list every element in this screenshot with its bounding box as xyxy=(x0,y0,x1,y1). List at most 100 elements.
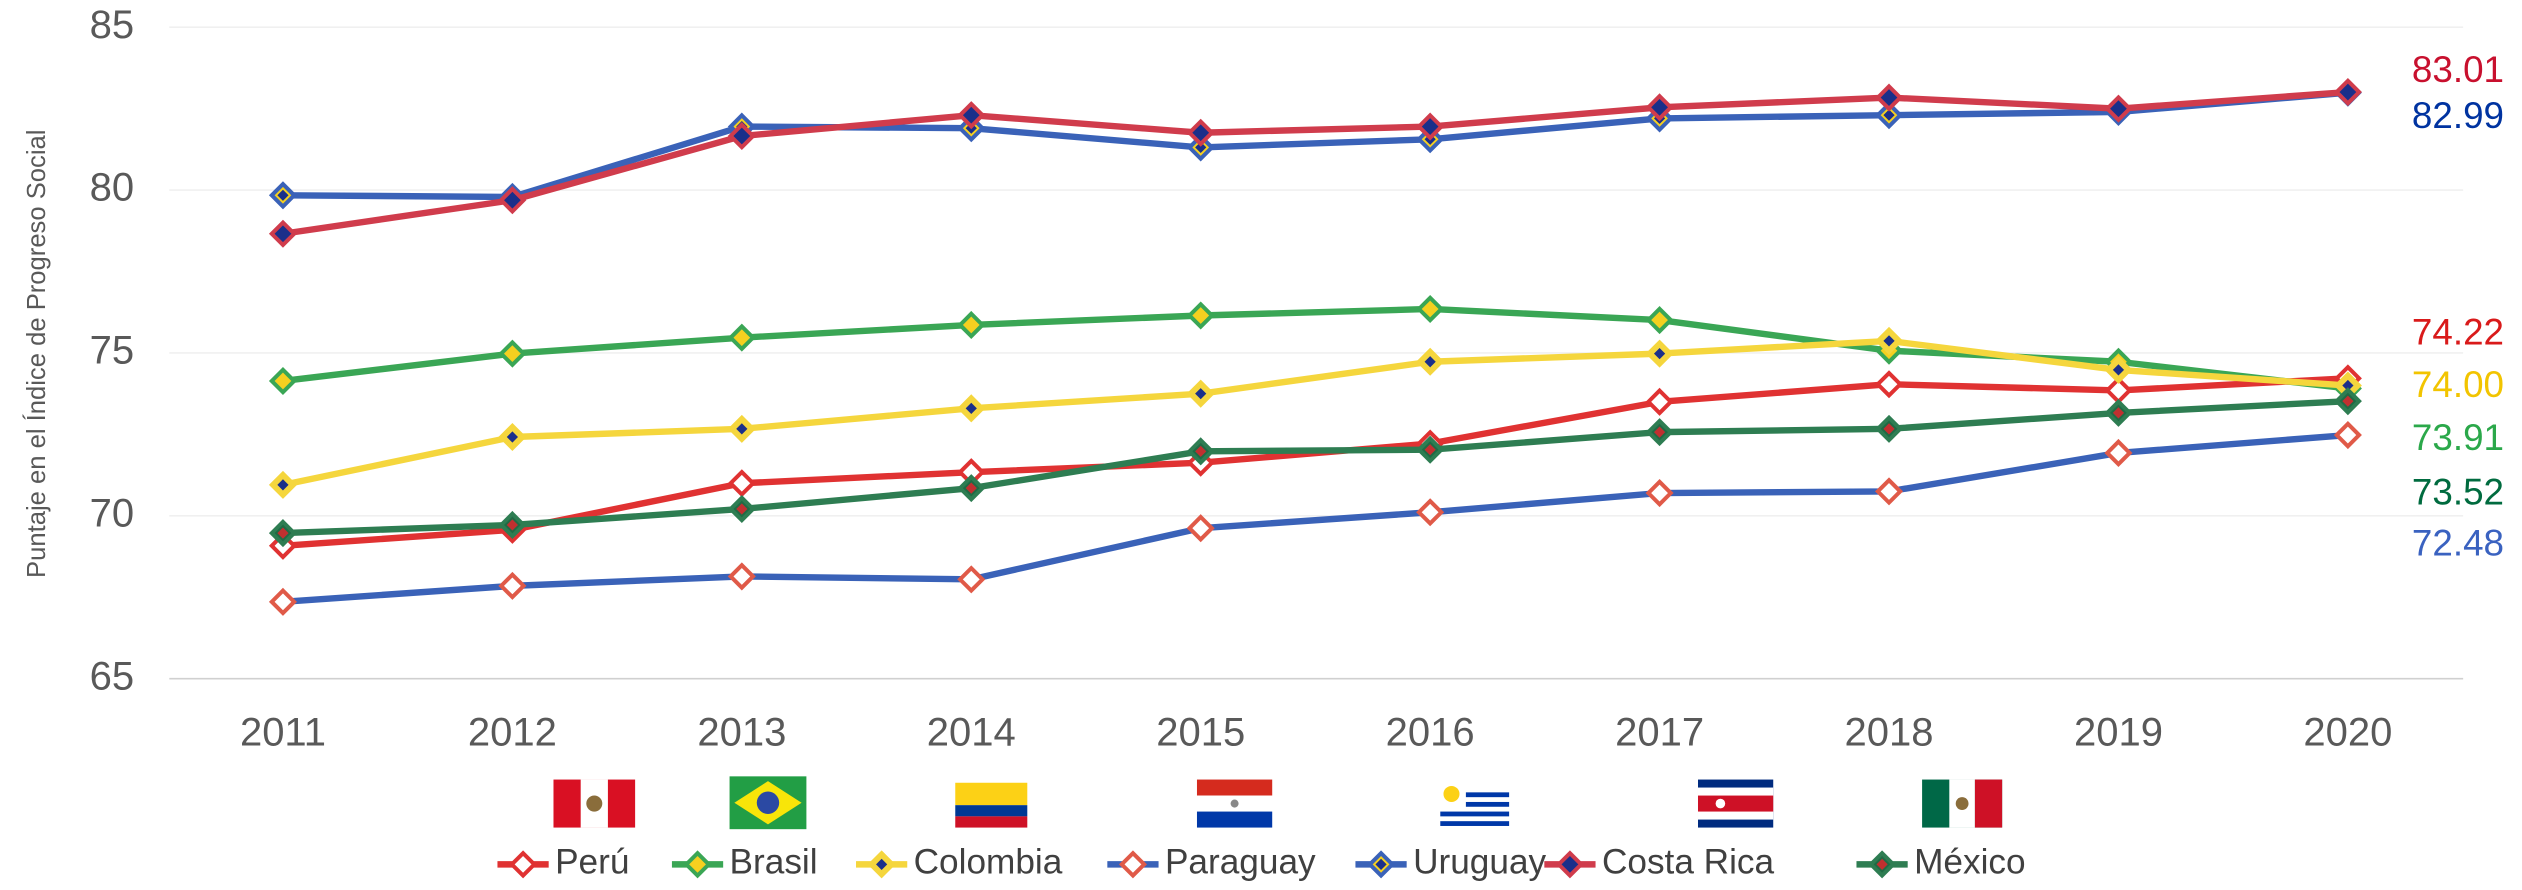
marker-center xyxy=(277,479,289,491)
marker-center xyxy=(2112,407,2125,419)
marker xyxy=(957,101,986,130)
marker-center xyxy=(1883,109,1895,121)
end-label: 82.99 xyxy=(2412,95,2504,136)
legend-item: México xyxy=(1856,843,2026,882)
marker-center xyxy=(736,503,748,515)
series xyxy=(268,387,2362,548)
marker xyxy=(268,366,297,396)
marker-center xyxy=(736,423,748,435)
legend-item: Uruguay xyxy=(1355,843,1547,882)
series-line xyxy=(282,431,2349,606)
flags xyxy=(553,776,2003,830)
marker xyxy=(2333,78,2362,107)
legend-label: Colombia xyxy=(914,843,1063,882)
marker xyxy=(2104,438,2133,467)
end-label: 73.91 xyxy=(2412,417,2504,458)
legend-marker xyxy=(1118,850,1147,879)
legend-label: México xyxy=(1914,843,2026,882)
x-tick-label: 2016 xyxy=(1386,710,1475,754)
legend-item: Perú xyxy=(497,843,629,882)
legend-label: Paraguay xyxy=(1165,843,1316,882)
marker-center xyxy=(1195,141,1207,154)
end-label: 83.01 xyxy=(2412,49,2504,90)
x-tick-label: 2019 xyxy=(2074,710,2163,754)
marker xyxy=(1645,306,1674,335)
legend-item: Costa Rica xyxy=(1544,843,1775,882)
marker xyxy=(2333,421,2362,450)
series xyxy=(268,326,2362,499)
y-tick-label: 70 xyxy=(90,491,134,535)
marker xyxy=(957,310,986,339)
marker xyxy=(1186,301,1215,330)
y-tick-label: 85 xyxy=(90,3,134,47)
series-line xyxy=(282,89,2349,201)
marker xyxy=(727,323,756,352)
series-line xyxy=(282,337,2349,489)
x-tick-label: 2017 xyxy=(1615,710,1704,754)
legend-marker xyxy=(509,850,538,879)
series xyxy=(268,78,2362,248)
marker xyxy=(1186,118,1215,147)
marker-center xyxy=(506,519,518,531)
x-tick-label: 2013 xyxy=(697,710,786,754)
x-tick-label: 2015 xyxy=(1156,710,1245,754)
marker xyxy=(1874,477,1904,506)
marker xyxy=(1645,93,1674,122)
legend-label: Perú xyxy=(555,843,629,882)
legend-label: Costa Rica xyxy=(1602,843,1775,882)
series-line xyxy=(282,88,2349,237)
marker xyxy=(268,587,297,616)
marker xyxy=(727,469,756,498)
marker xyxy=(2104,94,2133,123)
x-tick-label: 2012 xyxy=(468,710,557,754)
marker-center xyxy=(1883,423,1895,435)
marker-center xyxy=(1424,356,1436,368)
legend-marker xyxy=(683,850,712,879)
y-axis-label: Puntaje en el Índice de Progreso Social xyxy=(22,130,51,578)
marker xyxy=(1645,387,1674,416)
marker xyxy=(498,339,527,368)
marker-center xyxy=(1653,348,1666,360)
legend-item: Paraguay xyxy=(1107,843,1316,882)
end-label: 73.52 xyxy=(2412,471,2504,512)
marker-center xyxy=(1195,445,1207,457)
marker xyxy=(498,571,527,600)
x-tick-label: 2011 xyxy=(240,710,326,754)
end-label: 74.00 xyxy=(2412,364,2504,405)
marker xyxy=(1874,83,1904,112)
end-label: 72.48 xyxy=(2412,523,2504,564)
marker xyxy=(957,565,986,594)
marker-center xyxy=(1883,335,1895,347)
legend-label: Brasil xyxy=(730,843,818,882)
marker-center xyxy=(2342,395,2354,407)
legend-label: Uruguay xyxy=(1413,843,1546,882)
legend-item: Brasil xyxy=(671,843,818,882)
marker-center xyxy=(2112,364,2125,376)
series xyxy=(268,78,2362,211)
marker-center xyxy=(1375,858,1387,870)
x-tick-label: 2018 xyxy=(1845,710,1934,754)
marker xyxy=(268,219,297,248)
y-tick-label: 75 xyxy=(90,329,134,373)
marker-center xyxy=(876,858,888,870)
end-label: 74.22 xyxy=(2412,311,2504,352)
marker xyxy=(1645,478,1674,508)
marker xyxy=(1874,370,1904,399)
marker-center xyxy=(1876,858,1888,870)
x-tick-label: 2014 xyxy=(927,710,1016,754)
marker xyxy=(1416,112,1445,141)
series-line xyxy=(282,397,2349,537)
marker xyxy=(498,186,527,215)
marker-center xyxy=(506,431,518,443)
series xyxy=(268,421,2362,616)
marker-center xyxy=(277,527,289,539)
marker xyxy=(1416,498,1445,527)
y-tick-label: 65 xyxy=(90,654,134,698)
marker-center xyxy=(1653,426,1666,438)
marker xyxy=(727,121,756,151)
marker-center xyxy=(1195,388,1207,400)
legend-marker xyxy=(1555,850,1584,879)
x-tick-label: 2020 xyxy=(2303,710,2392,754)
